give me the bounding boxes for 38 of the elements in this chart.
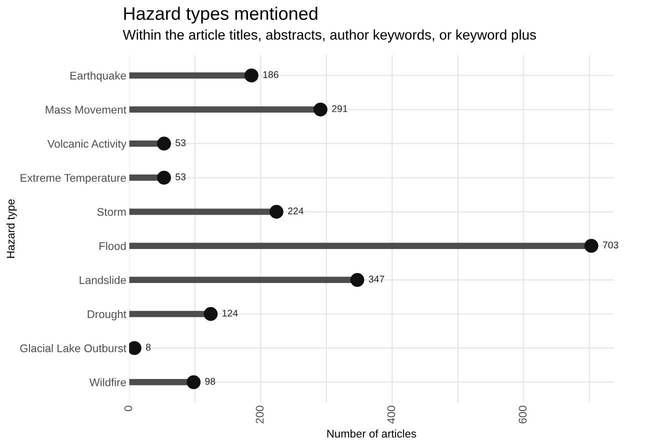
y-tick-label: Drought [88,310,126,320]
data-label: 224 [288,207,304,214]
point [314,102,328,116]
x-tick-label: 600 [518,406,527,424]
y-tick-label: Mass Movement [46,106,126,114]
data-label: 98 [205,378,216,385]
y-tick-label: Glacial Lake Outburst [20,344,126,352]
data-label: 291 [332,105,348,112]
point [244,68,258,82]
chart-subtitle: Within the article titles, abstracts, author keywords, or keyword plus [122,30,536,42]
point [270,204,284,219]
chart-title: Hazard types mentioned [124,6,318,24]
y-tick-label: Earthquake [70,71,126,82]
y-tick-label: Extreme Temperature [20,174,126,184]
data-label: 8 [146,344,151,351]
x-tick-label: 0 [124,406,132,412]
x-axis-title: Number of articles [327,429,416,438]
y-axis-title: Hazard type [6,199,17,258]
point [157,136,171,151]
x-tick-label: 400 [387,406,396,424]
y-tick-label: Flood [100,242,126,250]
point [584,238,598,253]
data-label: 347 [368,276,384,283]
point [129,341,142,356]
point [350,272,364,287]
y-tick-label: Landslide [80,276,126,284]
data-label: 186 [263,71,278,78]
x-tick-label: 200 [256,406,264,424]
point [186,375,201,390]
y-tick-label: Storm [97,208,126,216]
y-tick-label: Volcanic Activity [47,140,126,150]
point [204,307,218,321]
point [157,170,171,185]
data-label: 53 [176,139,186,146]
y-tick-label: Wildfire [89,378,126,386]
data-label: 53 [176,173,186,180]
data-label: 703 [602,242,618,248]
data-label: 124 [222,310,238,317]
